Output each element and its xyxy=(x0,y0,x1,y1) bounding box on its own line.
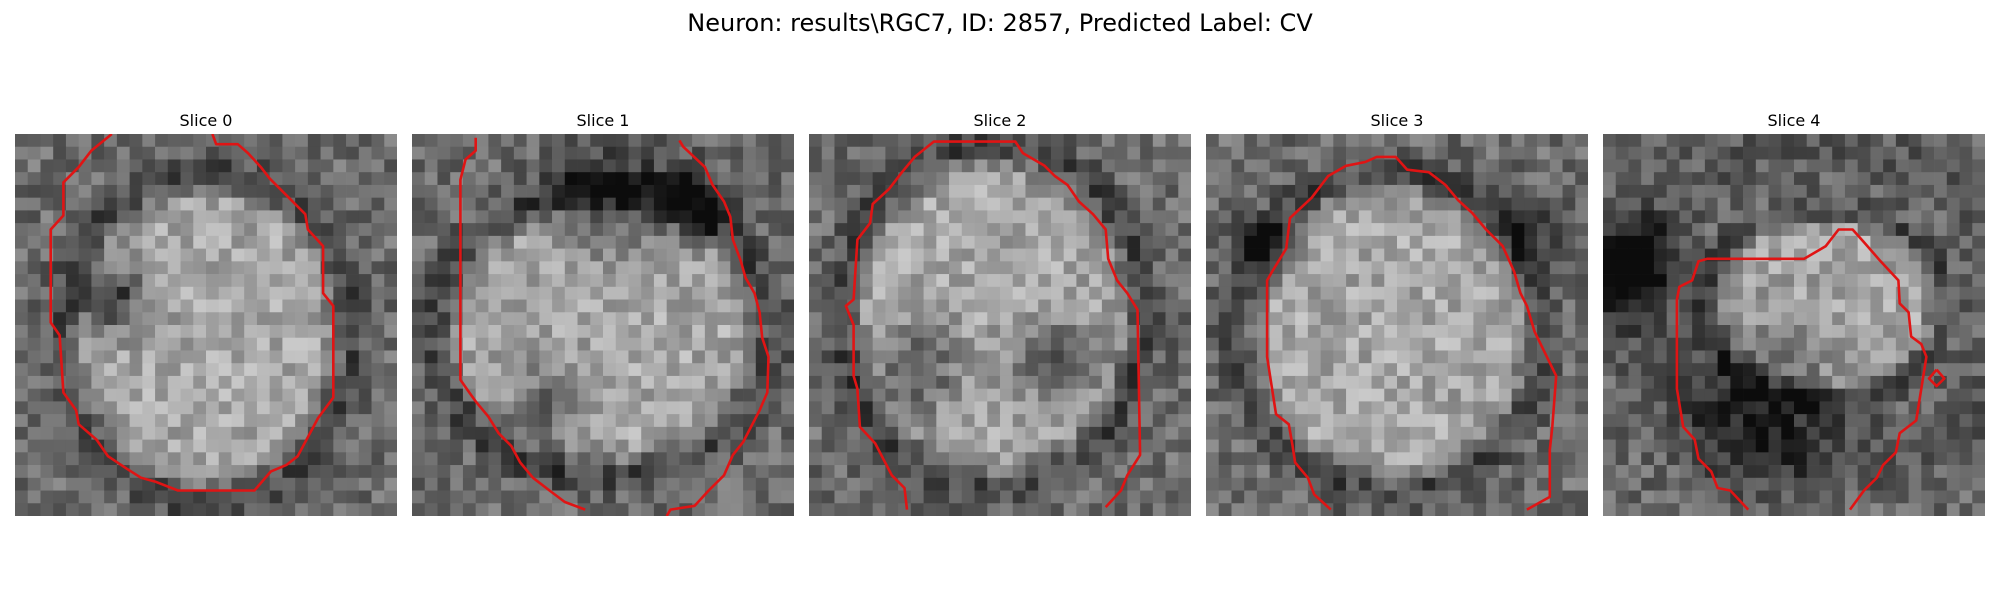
slice-title: Slice 4 xyxy=(1767,111,1821,130)
micrograph-pixels xyxy=(1206,134,1588,516)
slice-panel-1: Slice 1 xyxy=(412,108,794,516)
slice-title: Slice 1 xyxy=(576,111,630,130)
slice-panel-3: Slice 3 xyxy=(1206,108,1588,516)
slice-image-2 xyxy=(809,134,1191,516)
micrograph-pixels xyxy=(809,134,1191,516)
slice-title: Slice 2 xyxy=(973,111,1027,130)
micrograph-pixels xyxy=(1603,134,1985,516)
figure-title: Neuron: results\RGC7, ID: 2857, Predicte… xyxy=(687,9,1313,37)
micrograph-pixels xyxy=(15,134,397,516)
segmentation-contour xyxy=(844,140,1142,510)
slice-image-0 xyxy=(15,134,397,516)
segmentation-contour xyxy=(665,139,770,516)
micrograph-pixels xyxy=(412,134,794,516)
segmentation-contour xyxy=(49,134,335,492)
segmentation-contour xyxy=(1265,155,1558,511)
segmentation-contour xyxy=(459,137,586,511)
slice-panel-0: Slice 0 xyxy=(15,108,397,516)
slice-panel-2: Slice 2 xyxy=(809,108,1191,516)
slice-title: Slice 3 xyxy=(1370,111,1424,130)
segmentation-contour xyxy=(1675,228,1928,511)
slice-image-4 xyxy=(1603,134,1985,516)
slice-image-3 xyxy=(1206,134,1588,516)
segmentation-contour xyxy=(1927,368,1946,388)
slice-panel-4: Slice 4 xyxy=(1603,108,1985,516)
slice-image-1 xyxy=(412,134,794,516)
slice-title: Slice 0 xyxy=(179,111,233,130)
